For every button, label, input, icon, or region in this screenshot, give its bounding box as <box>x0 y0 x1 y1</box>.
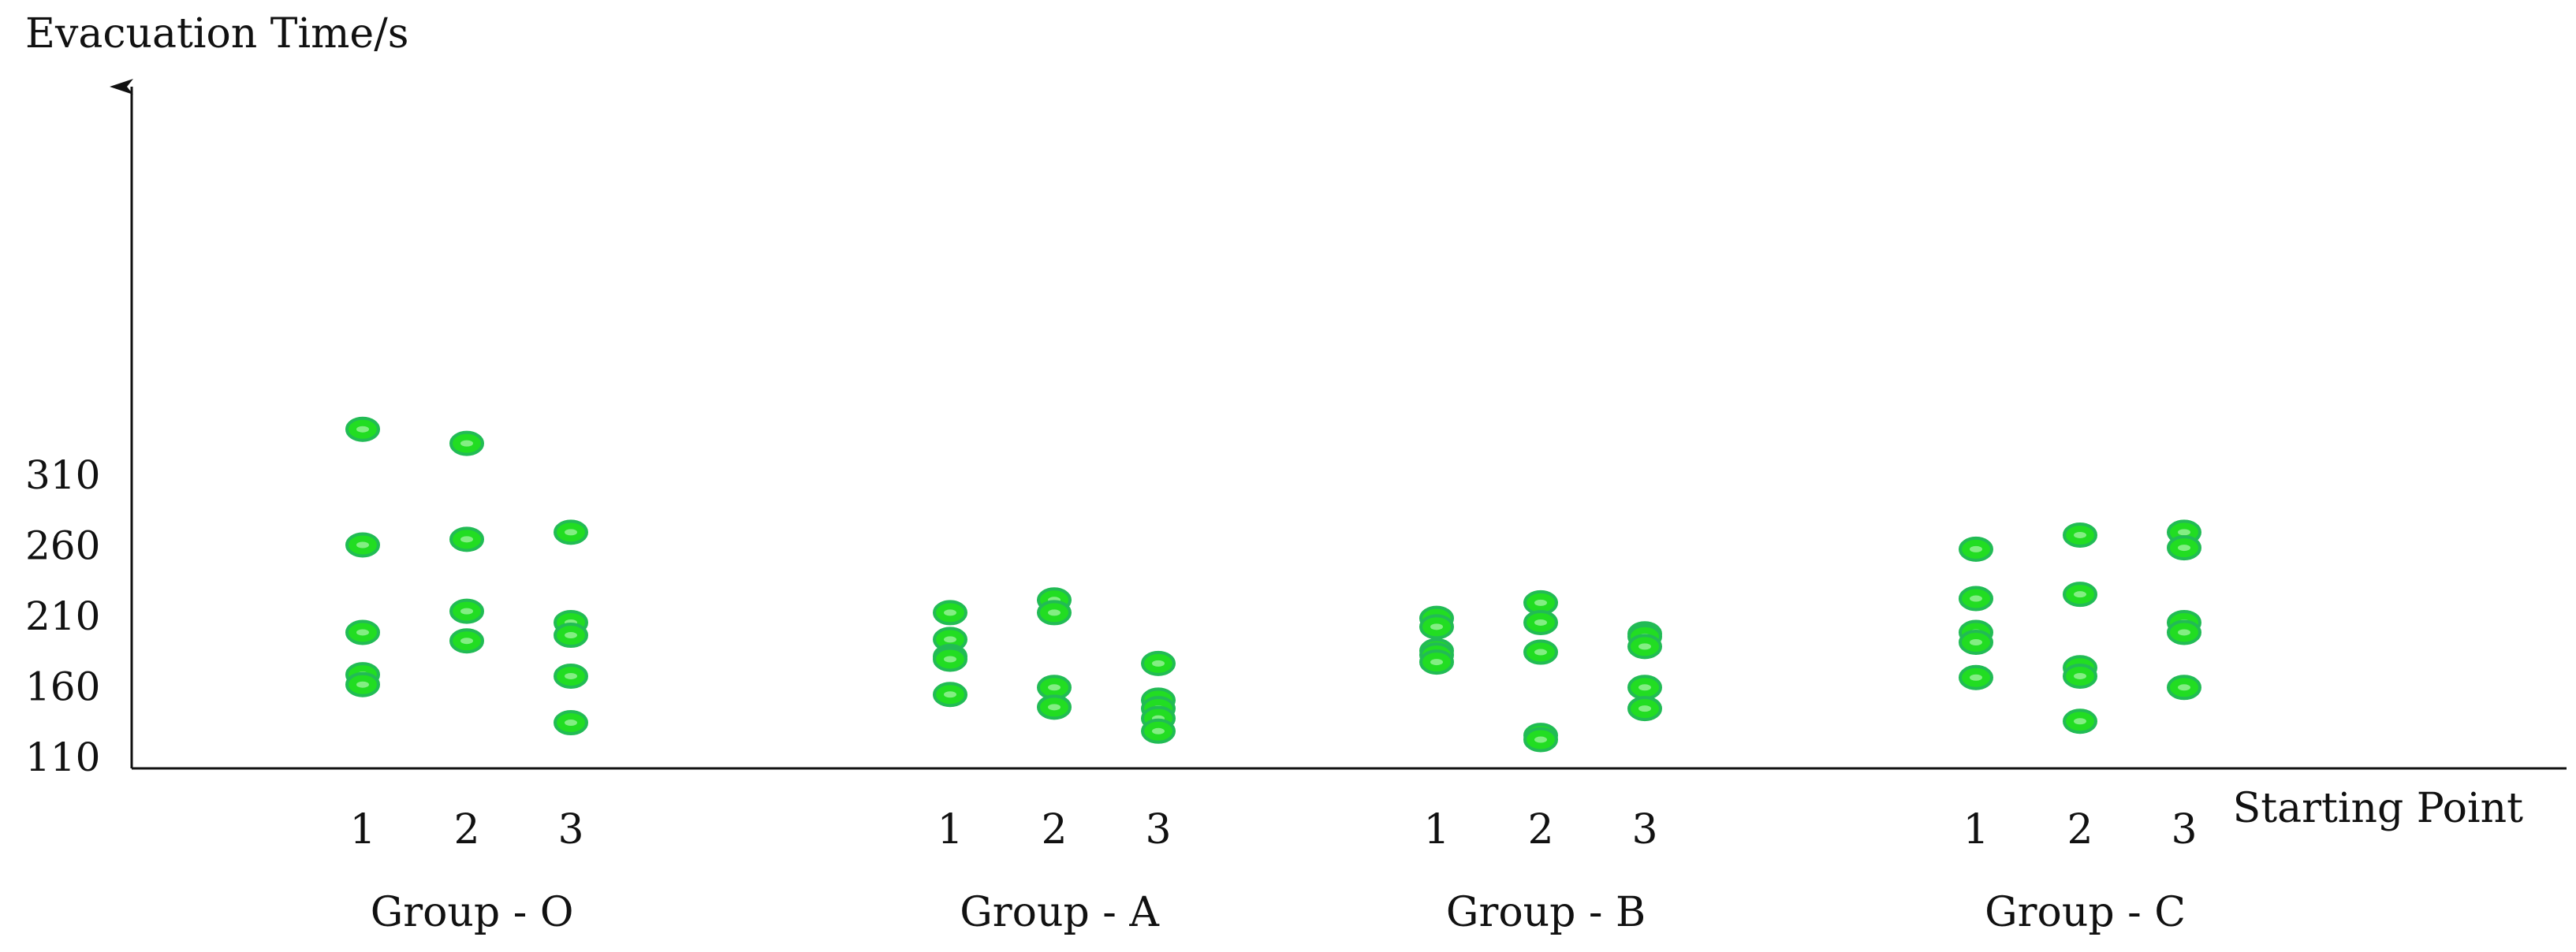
x-tick-label: 3 <box>557 806 583 853</box>
data-point-highlight <box>1152 660 1165 667</box>
data-point-highlight <box>1048 684 1061 691</box>
data-point-highlight <box>356 681 369 688</box>
data-point-highlight <box>2178 629 2190 636</box>
data-point-highlight <box>944 636 956 643</box>
x-tick-label: 3 <box>1631 806 1657 853</box>
data-point-highlight <box>1638 643 1651 650</box>
y-tick-labels: 110 160 210 260 310 <box>25 452 100 780</box>
data-point-highlight <box>2074 672 2086 679</box>
y-axis-title: Evacuation Time/s <box>25 10 408 58</box>
data-point-highlight <box>2074 531 2086 538</box>
y-tick-label: 260 <box>25 523 100 569</box>
data-point-highlight <box>1970 545 1982 552</box>
data-point-highlight <box>565 672 577 679</box>
data-point-highlight <box>1638 684 1651 691</box>
data-point-highlight <box>1430 659 1443 666</box>
y-tick-label: 210 <box>25 593 100 639</box>
data-point-highlight <box>2178 684 2190 691</box>
x-axis-title: Starting Point <box>2233 785 2524 832</box>
group-label: Group - A <box>960 889 1160 936</box>
data-point-highlight <box>565 720 577 727</box>
y-tick-label: 310 <box>25 452 100 498</box>
data-point-highlight <box>2178 545 2190 552</box>
y-tick-label: 110 <box>25 734 100 780</box>
data-point-highlight <box>1534 599 1547 606</box>
x-tick-label: 3 <box>2171 806 2197 853</box>
data-points <box>345 416 2201 753</box>
data-point-highlight <box>1534 649 1547 656</box>
data-point-highlight <box>944 691 956 698</box>
x-tick-label: 1 <box>349 806 375 853</box>
x-tick-label: 1 <box>1963 806 1989 853</box>
data-point-highlight <box>460 638 473 645</box>
data-point-highlight <box>1534 736 1547 743</box>
x-tick-label: 2 <box>1527 806 1553 853</box>
data-point-highlight <box>565 529 577 536</box>
x-tick-label: 1 <box>1423 806 1449 853</box>
data-point-highlight <box>1970 595 1982 602</box>
data-point-highlight <box>356 629 369 636</box>
data-point-highlight <box>1048 704 1061 711</box>
data-point-highlight <box>460 536 473 543</box>
data-point-highlight <box>1638 705 1651 712</box>
data-point-highlight <box>2074 591 2086 598</box>
data-point-highlight <box>565 632 577 639</box>
data-point-highlight <box>460 608 473 615</box>
group-label: Group - C <box>1985 889 2186 936</box>
x-tick-label: 2 <box>2067 806 2093 853</box>
data-point-highlight <box>1970 639 1982 646</box>
data-point-highlight <box>1152 727 1165 734</box>
x-tick-label: 2 <box>453 806 479 853</box>
data-point-highlight <box>2178 529 2190 536</box>
data-point-highlight <box>356 541 369 549</box>
data-point-highlight <box>1534 619 1547 626</box>
data-point-highlight <box>944 609 956 616</box>
x-tick-labels: 1 2 3 1 2 3 1 2 3 1 2 3 <box>349 806 2197 853</box>
group-labels: Group - O Group - A Group - B Group - C <box>371 889 2186 936</box>
group-label: Group - O <box>371 889 574 936</box>
data-point-highlight <box>1430 623 1443 630</box>
x-tick-label: 2 <box>1041 806 1067 853</box>
x-tick-label: 3 <box>1145 806 1171 853</box>
group-label: Group - B <box>1446 889 1646 936</box>
data-point-highlight <box>1970 674 1982 681</box>
data-point-highlight <box>356 426 369 433</box>
data-point-highlight <box>944 656 956 663</box>
x-tick-label: 1 <box>937 806 963 853</box>
y-tick-label: 160 <box>25 664 100 710</box>
data-point-highlight <box>2074 718 2086 725</box>
data-point-highlight <box>460 440 473 447</box>
data-point-highlight <box>1048 609 1061 616</box>
